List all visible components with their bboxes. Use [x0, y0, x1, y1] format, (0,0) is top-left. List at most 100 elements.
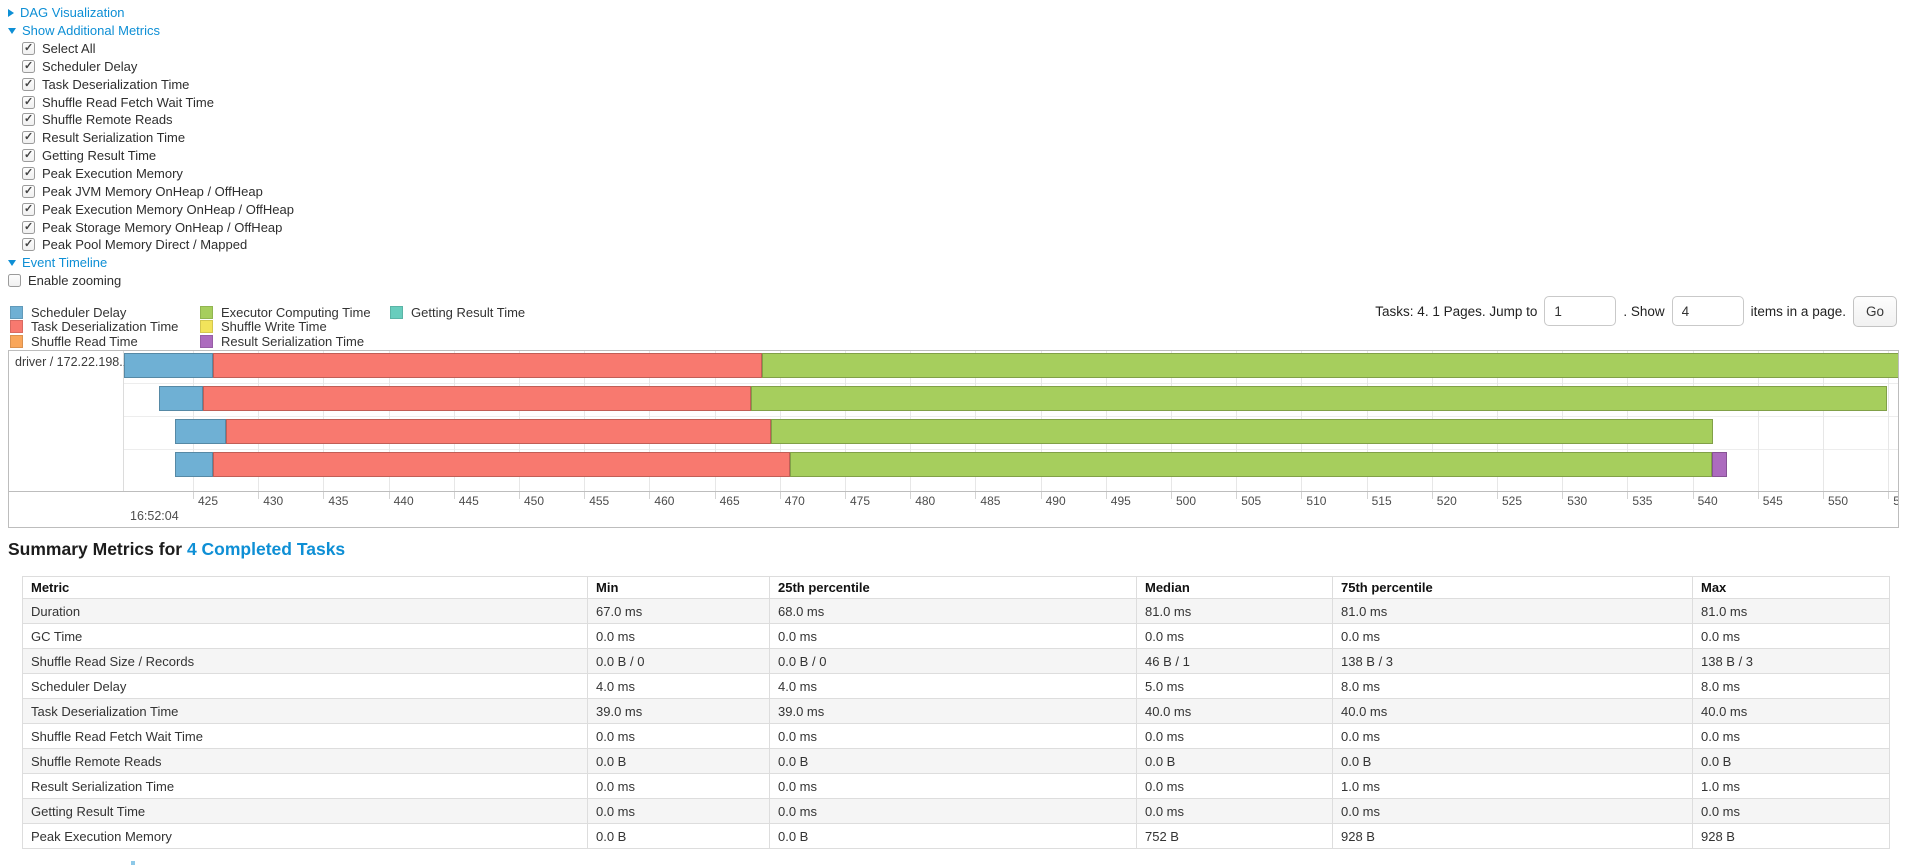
legend-item: Executor Computing Time — [200, 305, 371, 320]
event-timeline-label[interactable]: Event Timeline — [22, 255, 108, 271]
metric-checkbox-task-deserialization-time[interactable] — [22, 77, 35, 91]
collapsed-arrow-icon — [8, 8, 14, 17]
axis-tick-label: 455 — [589, 494, 610, 508]
task-2-scheduler-delay-segment[interactable] — [159, 386, 204, 411]
metric-checkbox-getting-result-time[interactable] — [22, 148, 35, 163]
axis-tick — [1236, 492, 1238, 499]
metric-value-cell: 928 B — [1692, 823, 1890, 849]
metric-checkbox-label: Scheduler Delay — [42, 58, 138, 74]
next-section-artifact — [131, 861, 135, 865]
axis-tick — [1301, 492, 1303, 499]
event-timeline-toggle[interactable]: Event Timeline — [8, 254, 294, 272]
task-3-executor-computing-segment[interactable] — [770, 419, 1714, 444]
legend-column: Executor Computing Time Shuffle Write Tim… — [200, 305, 371, 349]
metric-value-cell: 928 B — [1332, 823, 1693, 849]
metric-value-cell: 81.0 ms — [1332, 598, 1693, 624]
additional-metrics-checkbox-list: Select All Scheduler Delay Task Deserializ… — [8, 40, 294, 254]
getting-result-swatch-icon — [390, 305, 403, 319]
metric-checkbox-peak-pool-memory-direct-mapped[interactable] — [22, 237, 35, 252]
metric-checkbox-peak-jvm-memory-onheap-offheap[interactable] — [22, 184, 35, 198]
legend-item: Scheduler Delay — [10, 305, 178, 320]
legend-label: Executor Computing Time — [221, 304, 371, 320]
table-row: Duration 67.0 ms 68.0 ms 81.0 ms 81.0 ms 81.0… — [22, 598, 1890, 624]
axis-tick-label: 460 — [654, 494, 675, 508]
axis-tick-label: 490 — [1045, 494, 1066, 508]
axis-tick-label: 540 — [1697, 494, 1718, 508]
time-axis-line — [9, 491, 1898, 492]
dag-visualization-toggle[interactable]: DAG Visualization — [8, 4, 294, 22]
task-4-task-deserialization-segment[interactable] — [212, 452, 791, 477]
metric-checkbox-peak-execution-memory[interactable] — [22, 166, 35, 181]
metric-checkbox-row: Scheduler Delay — [22, 58, 294, 76]
metric-value-cell: 0.0 ms — [1136, 773, 1333, 799]
metric-name-cell: Scheduler Delay — [22, 673, 588, 699]
metric-value-cell: 0.0 B / 0 — [769, 648, 1137, 674]
legend-column: Scheduler Delay Task Deserialization Time… — [10, 305, 178, 349]
metric-checkbox-row: Shuffle Remote Reads — [22, 111, 294, 129]
table-row: GC Time 0.0 ms 0.0 ms 0.0 ms 0.0 ms 0.0 ms — [22, 623, 1890, 649]
metric-checkbox-peak-storage-memory-onheap-offheap[interactable] — [22, 220, 35, 234]
table-row: Task Deserialization Time 39.0 ms 39.0 ms 4… — [22, 698, 1890, 724]
axis-tick — [258, 492, 260, 499]
legend-label: Shuffle Write Time — [221, 319, 327, 335]
legend-item: Shuffle Write Time — [200, 319, 371, 335]
task-3-scheduler-delay-segment[interactable] — [174, 419, 226, 444]
metric-value-cell: 39.0 ms — [769, 698, 1137, 724]
metric-value-cell: 0.0 B — [769, 748, 1137, 774]
metric-name-cell: Peak Execution Memory — [22, 823, 588, 849]
go-button[interactable]: Go — [1852, 295, 1897, 327]
task-4-executor-computing-segment[interactable] — [790, 452, 1713, 477]
table-row: Scheduler Delay 4.0 ms 4.0 ms 5.0 ms 8.0 ms 8… — [22, 673, 1890, 699]
axis-tick-label: 470 — [784, 494, 805, 508]
metric-value-cell: 0.0 ms — [769, 773, 1137, 799]
task-1-task-deserialization-segment[interactable] — [212, 353, 762, 378]
axis-gridline — [1823, 351, 1824, 491]
legend-item: Getting Result Time — [390, 305, 525, 320]
task-1-scheduler-delay-segment[interactable] — [124, 353, 213, 378]
axis-tick — [779, 492, 781, 499]
metric-checkbox-label: Shuffle Remote Reads — [42, 112, 173, 128]
metric-checkbox-shuffle-remote-reads[interactable] — [22, 112, 35, 127]
task-1-executor-computing-segment[interactable] — [761, 353, 1898, 378]
axis-tick-label: 525 — [1502, 494, 1523, 508]
show-additional-metrics-toggle[interactable]: Show Additional Metrics — [8, 22, 294, 40]
metric-value-cell: 0.0 B — [1692, 748, 1890, 774]
task-2-executor-computing-segment[interactable] — [751, 386, 1887, 411]
axis-time-label: 16:52:04 — [130, 509, 179, 523]
legend-label: Result Serialization Time — [221, 333, 365, 349]
metric-value-cell: 67.0 ms — [587, 598, 770, 624]
task-4-scheduler-delay-segment[interactable] — [174, 452, 213, 477]
dag-visualization-label[interactable]: DAG Visualization — [20, 5, 125, 21]
scheduler-delay-swatch-icon — [10, 305, 23, 319]
metric-checkbox-shuffle-read-fetch-wait-time[interactable] — [22, 95, 35, 109]
axis-tick — [1627, 492, 1629, 499]
enable-zooming-checkbox[interactable] — [8, 274, 21, 288]
table-row: Peak Execution Memory 0.0 B 0.0 B 752 B 928 … — [22, 823, 1890, 849]
metric-value-cell: 46 B / 1 — [1136, 648, 1333, 674]
show-additional-metrics-label[interactable]: Show Additional Metrics — [22, 23, 161, 39]
metric-checkbox-peak-execution-memory-onheap-offheap[interactable] — [22, 202, 35, 216]
axis-tick-label: 450 — [524, 494, 545, 508]
tasks-count-text: Tasks: 4. 1 Pages. Jump to — [1375, 303, 1538, 319]
metric-checkbox-result-serialization-time[interactable] — [22, 130, 35, 145]
axis-tick — [649, 492, 651, 499]
axis-tick-label: 480 — [915, 494, 936, 508]
items-per-page-input[interactable] — [1671, 296, 1744, 326]
summary-table-header-row: Metric Min 25th percentile Median 75th perce… — [22, 576, 1890, 599]
metric-name-cell: Shuffle Read Size / Records — [22, 648, 588, 674]
jump-to-page-input[interactable] — [1544, 296, 1617, 326]
legend-item: Shuffle Read Time — [10, 334, 178, 349]
task-3-task-deserialization-segment[interactable] — [225, 419, 771, 444]
metric-checkbox-select-all[interactable] — [22, 41, 35, 56]
metric-checkbox-scheduler-delay[interactable] — [22, 59, 35, 73]
completed-tasks-link[interactable]: 4 Completed Tasks — [186, 539, 346, 559]
task-2-task-deserialization-segment[interactable] — [203, 386, 752, 411]
summary-metrics-table: Metric Min 25th percentile Median 75th perce… — [22, 576, 1890, 849]
task-4-result-serialization-segment[interactable] — [1712, 452, 1727, 477]
metric-checkbox-label: Peak Pool Memory Direct / Mapped — [42, 237, 248, 253]
metric-checkbox-label: Peak Storage Memory OnHeap / OffHeap — [42, 219, 283, 235]
metric-value-cell: 0.0 ms — [587, 773, 770, 799]
metric-value-cell: 0.0 B — [1136, 748, 1333, 774]
table-row: Shuffle Read Size / Records 0.0 B / 0 0.0 … — [22, 648, 1890, 674]
